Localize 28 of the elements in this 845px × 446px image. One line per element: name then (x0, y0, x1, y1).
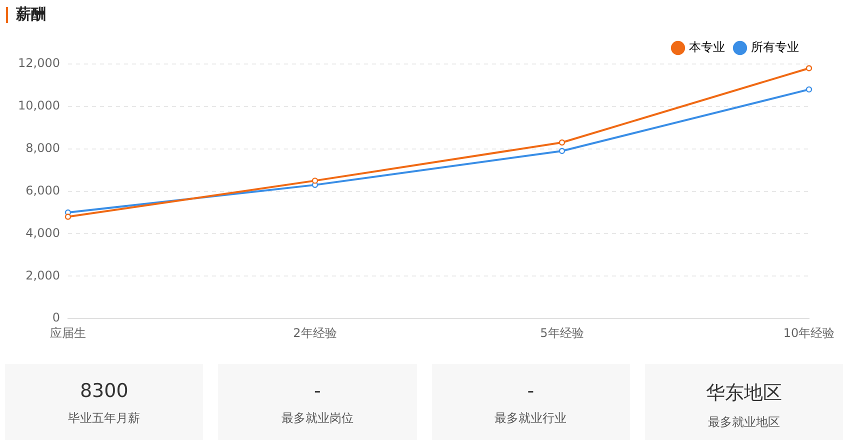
text: - (312, 380, 322, 402)
y-tick-label: 8,000 (26, 140, 60, 155)
point (806, 86, 812, 93)
text: 最多就业岗位 (280, 410, 354, 427)
x-tick-label: 2年经验 (293, 326, 337, 340)
x-tick-label: 10年经验 (783, 326, 835, 340)
y-tick-label: 4,000 (26, 226, 60, 240)
text: - (526, 380, 536, 402)
x-tick-label: 5年经验 (540, 326, 584, 340)
text: 8300 (78, 380, 130, 402)
legend-label: 本专业 (689, 40, 725, 54)
point (312, 178, 318, 184)
legend-label: 所有专业 (751, 40, 799, 54)
point (64, 214, 72, 220)
point (558, 139, 566, 146)
y-tick-label: 0 (52, 310, 60, 325)
text: 毕业五年月薪 (67, 410, 142, 427)
y-tick-label: 10,000 (18, 98, 60, 113)
y-tick-label: 12,000 (18, 56, 60, 70)
x-tick-label: 应届生 (50, 326, 86, 340)
chart-title: 薪酬 (16, 5, 46, 24)
text: 最多就业行业 (494, 410, 568, 427)
text: 最多就业地区 (706, 414, 781, 431)
point (558, 148, 566, 154)
text: 华东地区 (704, 381, 783, 406)
point (806, 65, 812, 72)
y-tick-label: 2,000 (26, 268, 60, 282)
y-tick-label: 6,000 (26, 183, 60, 198)
